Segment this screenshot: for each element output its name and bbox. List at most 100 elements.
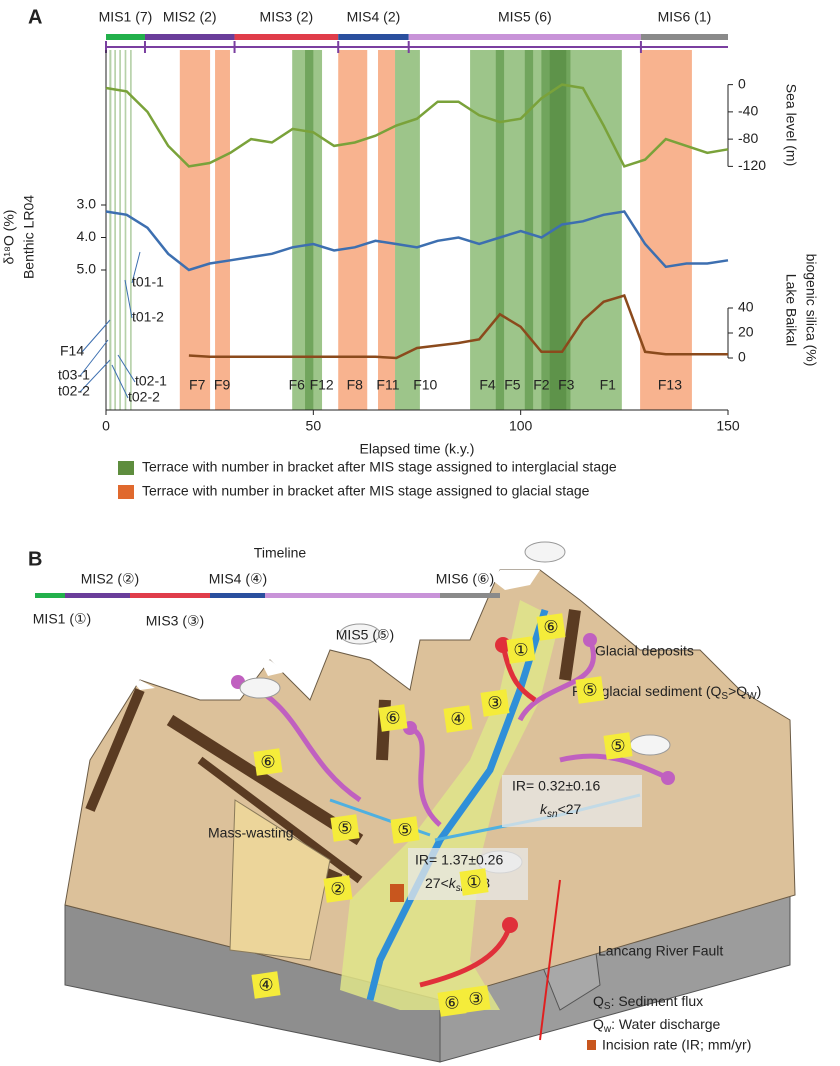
marker-label: ③ bbox=[487, 693, 502, 712]
terrace-band bbox=[109, 50, 111, 410]
terrace-band bbox=[119, 50, 121, 410]
legend-label: Terrace with number in bracket after MIS… bbox=[142, 459, 617, 475]
stage-label: MIS2 (2) bbox=[163, 9, 217, 25]
axis-title: biogenic silica (%) bbox=[803, 254, 819, 367]
marker-label: ① bbox=[513, 640, 528, 659]
text: Q bbox=[593, 1016, 604, 1032]
stage-label: MIS5 (6) bbox=[498, 9, 552, 25]
marker-label: ⑤ bbox=[582, 680, 597, 699]
y-tick-label: -40 bbox=[738, 103, 758, 119]
stage-bar bbox=[145, 34, 235, 40]
incision-icon bbox=[587, 1040, 596, 1050]
stage-bar bbox=[106, 34, 145, 40]
terrace-label: F9 bbox=[214, 377, 231, 393]
marker-label: ⑥ bbox=[385, 708, 400, 727]
y-tick-label: 4.0 bbox=[77, 228, 97, 244]
annotation: t02-2 bbox=[128, 389, 160, 405]
marker-label: ⑤ bbox=[337, 818, 352, 837]
x-tick-label: 50 bbox=[306, 418, 322, 434]
annotation: t01-1 bbox=[132, 274, 164, 290]
terrace-label: F12 bbox=[310, 377, 334, 393]
terrace-label: F13 bbox=[658, 377, 682, 393]
text: : Water discharge bbox=[611, 1016, 720, 1032]
y-tick-label: 40 bbox=[738, 299, 754, 315]
mass-wasting-label: Mass-wasting bbox=[208, 825, 294, 841]
terrace-label: F1 bbox=[600, 377, 617, 393]
text: : Sediment flux bbox=[611, 993, 704, 1009]
x-tick-label: 100 bbox=[509, 418, 533, 434]
key-label: Qw: Water discharge bbox=[593, 1016, 721, 1035]
timeline-segment bbox=[130, 593, 210, 598]
key-label: Incision rate (IR; mm/yr) bbox=[602, 1037, 751, 1053]
terrace-band bbox=[130, 50, 132, 410]
marker-label: ① bbox=[466, 872, 481, 891]
terrace-label: F6 bbox=[289, 377, 306, 393]
stage-label: MIS6 (1) bbox=[658, 9, 712, 25]
y-tick-label: 3.0 bbox=[77, 196, 97, 212]
terrace-label: F2 bbox=[533, 377, 550, 393]
terrace-band bbox=[496, 50, 504, 410]
diagram-b: IR= 0.32±0.16 ksn<27 IR= 1.37±0.26 27<ks… bbox=[33, 542, 795, 1062]
panel-label: A bbox=[28, 6, 42, 28]
x-axis-title: Elapsed time (k.y.) bbox=[360, 441, 475, 457]
y-tick-label: 0 bbox=[738, 349, 746, 365]
legend-swatch bbox=[118, 461, 134, 475]
terrace-label: F8 bbox=[347, 377, 364, 393]
axis-title: Benthic LR04 bbox=[21, 195, 37, 279]
annotation: t01-2 bbox=[132, 309, 164, 325]
y-tick-label: -80 bbox=[738, 130, 758, 146]
stage-label: MIS1 (7) bbox=[99, 9, 153, 25]
x-tick-label: 150 bbox=[716, 418, 740, 434]
stage-bar bbox=[641, 34, 728, 40]
stage-bar bbox=[235, 34, 339, 40]
panel-label: B bbox=[28, 548, 42, 570]
text: ) bbox=[757, 683, 762, 699]
ksn-value: <27 bbox=[558, 801, 582, 817]
stage-bar bbox=[338, 34, 408, 40]
ksn-sub: sn bbox=[547, 809, 558, 820]
timeline-segment bbox=[210, 593, 265, 598]
terrace-label: F10 bbox=[413, 377, 437, 393]
timeline-label: MIS5 (⑤) bbox=[336, 627, 394, 643]
arrow-origin bbox=[661, 771, 675, 785]
timeline-segment bbox=[65, 593, 130, 598]
timeline-label: MIS3 (③) bbox=[146, 613, 204, 629]
timeline-segment bbox=[35, 593, 65, 598]
text: Q bbox=[593, 993, 604, 1009]
marker-label: ② bbox=[330, 879, 345, 898]
ir-label: IR= 1.37±0.26 bbox=[415, 852, 503, 868]
stage-bar bbox=[409, 34, 641, 40]
annotation: t02-1 bbox=[135, 373, 167, 389]
chart-a: MIS1 (7)MIS2 (2)MIS3 (2)MIS4 (2)MIS5 (6)… bbox=[1, 9, 820, 499]
marker-label: ④ bbox=[450, 709, 465, 728]
y-tick-label: 5.0 bbox=[77, 261, 97, 277]
axis-title: Lake Baikal bbox=[783, 274, 799, 346]
terrace-label: F7 bbox=[189, 377, 206, 393]
annotation: F14 bbox=[60, 343, 84, 359]
timeline-label: MIS6 (⑥) bbox=[436, 571, 494, 587]
arrow-origin bbox=[502, 917, 518, 933]
figure: A B MIS1 (7)MIS2 (2)MIS3 (2)MIS4 (2)MIS5… bbox=[0, 0, 840, 1066]
timeline-label: MIS4 (④) bbox=[209, 571, 267, 587]
y-tick-label: 0 bbox=[738, 75, 746, 91]
marker-label: ③ bbox=[468, 989, 483, 1008]
annotation: t02-2 bbox=[58, 383, 90, 399]
timeline-label: MIS1 (①) bbox=[33, 611, 91, 627]
marker-label: ④ bbox=[258, 975, 273, 994]
marker-label: ⑥ bbox=[444, 993, 459, 1012]
timeline: MIS1 (①)MIS2 (②)MIS3 (③)MIS4 (④)MIS5 (⑤)… bbox=[33, 571, 500, 643]
terrace-band bbox=[114, 50, 116, 410]
terrace-label: F11 bbox=[376, 377, 399, 393]
marker-label: ⑥ bbox=[543, 617, 558, 636]
marker-label: ⑥ bbox=[260, 752, 275, 771]
text: >Q bbox=[728, 683, 747, 699]
y-tick-label: 20 bbox=[738, 324, 754, 340]
terrace-band bbox=[125, 50, 127, 410]
ksn-value: 27< bbox=[425, 875, 449, 891]
timeline-title: Timeline bbox=[254, 545, 307, 561]
marker-label: ⑤ bbox=[610, 736, 625, 755]
glacial-label: Glacial deposits bbox=[595, 643, 694, 659]
axis-title: δ¹⁸O (%) bbox=[1, 210, 17, 265]
axis-title: Sea level (m) bbox=[783, 84, 799, 166]
terrace-band bbox=[525, 50, 533, 410]
